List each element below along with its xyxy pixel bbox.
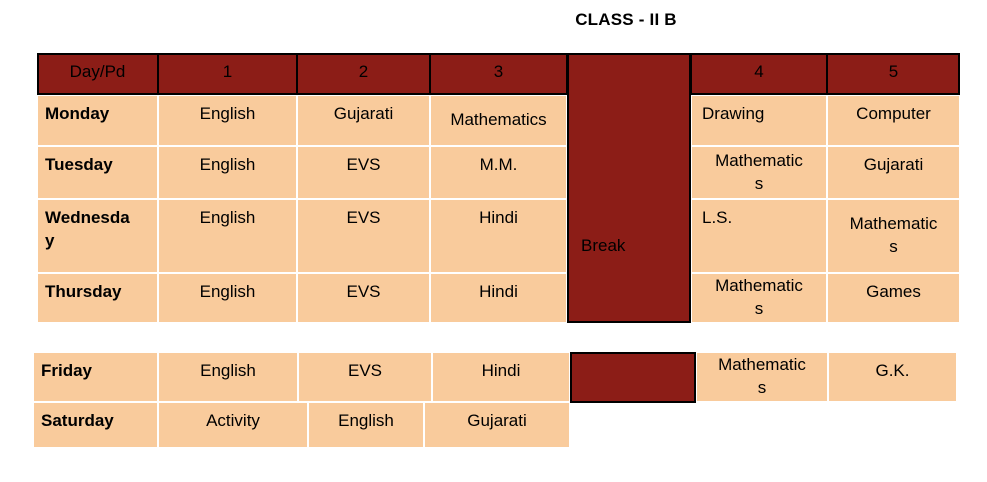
- subject-label: Mathematics: [849, 214, 938, 256]
- subject-cell: EVS: [298, 274, 429, 322]
- subject-cell: G.K.: [829, 353, 956, 401]
- subject-label: English: [338, 411, 394, 430]
- subject-cell: Computer: [828, 96, 959, 145]
- header-divider: [826, 53, 828, 95]
- subject-label: Games: [866, 282, 921, 301]
- subject-label: Gujarati: [333, 104, 394, 123]
- subject-label: Gujarati: [467, 411, 527, 430]
- subject-label: M.M.: [479, 155, 518, 174]
- subject-cell: Gujarati: [298, 96, 429, 145]
- subject-cell: Mathematics: [697, 353, 827, 401]
- break-cell-friday: [570, 352, 696, 403]
- day-cell: Friday: [34, 353, 157, 401]
- subject-label: English: [199, 155, 256, 174]
- subject-cell: Games: [828, 274, 959, 322]
- subject-label: Mathematics: [450, 110, 547, 130]
- subject-label: English: [200, 361, 256, 380]
- header-cell-1: 1: [222, 62, 233, 81]
- header-divider: [296, 53, 298, 95]
- day-cell: Monday: [38, 96, 157, 145]
- header-cell-5: 5: [888, 62, 899, 81]
- day-cell: Saturday: [34, 403, 157, 447]
- break-label: Break: [581, 236, 626, 255]
- header-cell-Day/Pd: Day/Pd: [69, 62, 126, 81]
- subject-label: Hindi: [481, 361, 521, 380]
- subject-cell: English: [159, 274, 296, 322]
- subject-cell: EVS: [299, 353, 431, 401]
- subject-label: English: [199, 282, 256, 301]
- subject-cell: Hindi: [433, 353, 569, 401]
- subject-label: English: [199, 208, 256, 227]
- subject-cell: English: [159, 353, 297, 401]
- day-cell: Wednesday: [38, 200, 157, 272]
- day-label: Friday: [41, 361, 93, 380]
- header-divider: [429, 53, 431, 95]
- subject-cell: English: [159, 200, 296, 272]
- day-label: Thursday: [45, 282, 122, 301]
- subject-cell: Gujarati: [828, 147, 959, 198]
- header-cell-3: 3: [493, 62, 504, 81]
- subject-cell: Mathematics: [692, 147, 826, 198]
- day-label: Wednesday: [45, 208, 130, 250]
- subject-label: Mathematics: [715, 150, 803, 193]
- subject-label: EVS: [347, 361, 383, 380]
- day-cell: Thursday: [38, 274, 157, 322]
- subject-label: Mathematics: [715, 276, 803, 318]
- subject-cell: Activity: [159, 403, 307, 447]
- day-label: Monday: [45, 104, 110, 123]
- subject-cell: Hindi: [431, 200, 566, 272]
- subject-label: Hindi: [479, 282, 518, 301]
- subject-label: Gujarati: [863, 155, 924, 174]
- subject-cell: English: [159, 96, 296, 145]
- page-title: CLASS - II B: [575, 10, 677, 29]
- header-divider: [157, 53, 159, 95]
- subject-cell: English: [309, 403, 423, 447]
- subject-label: Hindi: [479, 208, 518, 227]
- subject-label: EVS: [346, 208, 381, 227]
- header-row: [37, 53, 960, 95]
- break-cell: Break: [567, 53, 691, 323]
- subject-cell: Mathematics: [692, 274, 826, 322]
- subject-cell: EVS: [298, 147, 429, 198]
- subject-label: English: [199, 104, 256, 123]
- subject-cell: Mathematics: [431, 96, 566, 145]
- subject-cell: Drawing: [692, 96, 826, 145]
- header-cell-2: 2: [358, 62, 369, 81]
- subject-cell: M.M.: [431, 147, 566, 198]
- subject-cell: L.S.: [692, 200, 826, 272]
- subject-label: Mathematics: [718, 355, 806, 397]
- subject-label: Computer: [856, 104, 931, 123]
- subject-cell: English: [159, 147, 296, 198]
- header-cell-4: 4: [754, 62, 764, 81]
- subject-cell: EVS: [298, 200, 429, 272]
- subject-cell: Hindi: [431, 274, 566, 322]
- day-cell: Tuesday: [38, 147, 157, 198]
- day-label: Tuesday: [45, 155, 113, 174]
- day-label: Saturday: [41, 411, 114, 430]
- subject-label: L.S.: [702, 208, 733, 227]
- subject-label: G.K.: [875, 361, 910, 380]
- subject-label: Activity: [206, 411, 260, 430]
- header-divider: [690, 53, 692, 95]
- subject-cell: Gujarati: [425, 403, 569, 447]
- subject-label: EVS: [346, 282, 381, 301]
- subject-label: EVS: [346, 155, 381, 174]
- subject-cell: Mathematics: [828, 200, 959, 272]
- subject-label: Drawing: [702, 104, 765, 123]
